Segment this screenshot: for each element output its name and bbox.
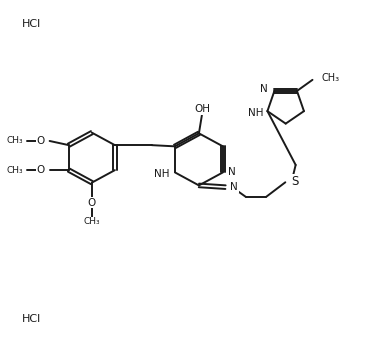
Text: N: N — [230, 182, 238, 192]
Text: O: O — [88, 198, 96, 208]
Text: CH₃: CH₃ — [322, 74, 340, 83]
Text: NH: NH — [248, 108, 264, 118]
Text: OH: OH — [194, 104, 210, 114]
Text: CH₃: CH₃ — [6, 166, 23, 175]
Text: S: S — [292, 175, 299, 188]
Text: N: N — [228, 167, 236, 177]
Text: HCl: HCl — [22, 314, 41, 324]
Text: O: O — [36, 165, 45, 175]
Text: O: O — [36, 136, 45, 146]
Text: CH₃: CH₃ — [84, 217, 100, 226]
Text: NH: NH — [154, 169, 169, 179]
Text: N: N — [260, 84, 268, 94]
Text: CH₃: CH₃ — [6, 136, 23, 146]
Text: HCl: HCl — [22, 19, 41, 29]
